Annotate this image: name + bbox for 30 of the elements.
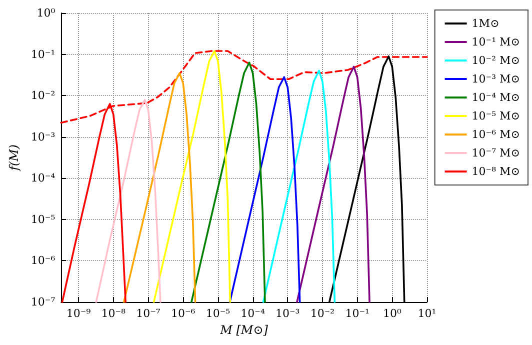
legend-label: 1M⊙ [472,17,500,30]
legend-label: 10⁻¹ M⊙ [472,36,520,48]
x-axis-title: M [M⊙] [219,323,268,337]
y-tick-label: 10⁻⁴ [30,172,56,185]
legend-label: 10⁻⁸ M⊙ [472,165,520,178]
x-tick-label: 10⁻⁴ [240,307,266,320]
x-tick-label: 10¹ [418,307,436,320]
x-tick-label: 10⁰ [382,307,402,320]
legend-label: 10⁻² M⊙ [472,54,520,67]
legend-label: 10⁻³ M⊙ [472,72,520,86]
x-tick-label: 10⁻² [310,307,335,320]
x-tick-label: 10⁻¹ [345,307,370,320]
x-tick-label: 10⁻⁹ [66,307,92,320]
x-tick-label: 10⁻³ [276,307,300,320]
y-tick-label: 10⁻⁵ [30,212,56,226]
x-tick-label: 10⁻⁷ [136,307,161,320]
y-tick-label: 10⁻¹ [30,48,56,61]
legend-label: 10⁻⁷ M⊙ [472,146,520,160]
legend-label: 10⁻⁵ M⊙ [472,110,520,122]
y-tick-label: 10⁻² [30,89,56,102]
legend-label: 10⁻⁶ M⊙ [472,128,520,141]
x-tick-label: 10⁻⁶ [170,307,196,320]
x-tick-label: 10⁻⁸ [101,307,126,320]
legend-label: 10⁻⁴ M⊙ [472,91,520,104]
y-tick-label: 10⁻⁷ [30,296,56,308]
y-axis-title: f(M) [7,144,21,172]
y-tick-label: 10⁻³ [30,130,56,144]
y-tick-label: 10⁻⁶ [30,254,56,268]
x-tick-label: 10⁻⁵ [206,307,230,320]
y-tick-label: 10⁰ [36,6,56,20]
